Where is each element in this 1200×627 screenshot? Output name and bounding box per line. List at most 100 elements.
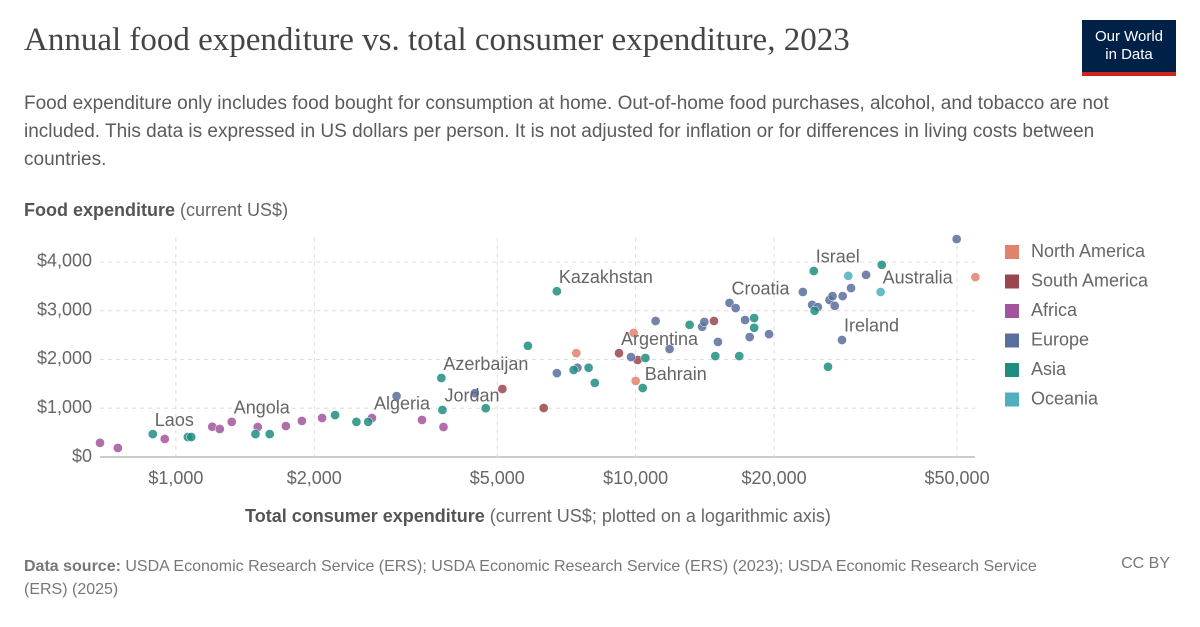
point	[749, 322, 759, 333]
point	[583, 362, 594, 373]
x-tick-label: $5,000	[470, 468, 525, 488]
point	[480, 403, 491, 414]
point	[552, 368, 562, 378]
point	[951, 234, 962, 244]
point	[417, 415, 427, 425]
point-label: Bahrain	[645, 364, 707, 384]
point	[589, 378, 600, 388]
point	[843, 271, 854, 281]
point-label: Australia	[883, 268, 954, 288]
point	[734, 351, 745, 361]
point	[827, 291, 838, 301]
point	[437, 405, 448, 415]
point	[538, 403, 549, 413]
logo-line: Our World	[1094, 28, 1164, 45]
point-label: Algeria	[374, 394, 431, 414]
point	[846, 283, 856, 293]
title: Annual food expenditure vs. total consum…	[24, 22, 850, 58]
point	[809, 305, 820, 316]
point-label: Kazakhstan	[559, 267, 653, 287]
point	[436, 373, 447, 383]
logo[interactable]: Our World in Data	[1082, 20, 1176, 76]
x-tick-label: $1,000	[148, 468, 203, 488]
point	[875, 287, 886, 297]
point	[829, 301, 840, 311]
point	[363, 417, 374, 427]
legend-label: Oceania	[1031, 388, 1099, 408]
y-tick-label: $2,000	[37, 348, 92, 368]
point	[749, 313, 759, 323]
point	[297, 416, 307, 426]
point	[113, 443, 123, 453]
point	[637, 383, 648, 393]
point	[798, 287, 808, 297]
legend-swatch	[1005, 333, 1019, 348]
grid	[100, 237, 975, 457]
point	[552, 286, 562, 297]
legend-label: Africa	[1031, 300, 1078, 320]
point	[823, 361, 833, 372]
point-label: Jordan	[444, 386, 499, 406]
point	[699, 317, 710, 327]
point	[497, 384, 508, 394]
point	[740, 315, 750, 325]
legend-swatch	[1005, 304, 1019, 318]
point-label: Laos	[155, 410, 194, 430]
legend-label: North America	[1031, 241, 1146, 261]
point	[684, 320, 695, 330]
legend-label: Asia	[1031, 359, 1067, 379]
license[interactable]: CC BY	[1121, 555, 1170, 572]
point-label: Argentina	[621, 329, 699, 349]
point	[970, 272, 981, 282]
y-tick-label: $4,000	[37, 251, 92, 271]
subtitle: Food expenditure only includes food boug…	[24, 93, 1109, 170]
y-axis-label: Food expenditure (current US$)	[24, 200, 288, 220]
logo-line: in Data	[1105, 46, 1153, 63]
point	[147, 429, 158, 439]
point-label: Israel	[816, 247, 860, 267]
point	[614, 348, 624, 359]
legend-label: Europe	[1031, 329, 1089, 349]
point	[159, 434, 170, 444]
point	[861, 270, 871, 280]
point-label: Croatia	[732, 279, 791, 299]
point	[250, 429, 261, 439]
point	[95, 438, 105, 448]
point	[837, 291, 848, 301]
point	[876, 260, 887, 270]
x-label-rest: (current US$; plotted on a logarithmic a…	[490, 506, 831, 526]
point	[523, 340, 533, 351]
point	[214, 424, 225, 434]
source-text: USDA Economic Research Service (ERS); US…	[24, 558, 1037, 598]
point	[317, 413, 327, 423]
point	[764, 329, 774, 339]
y-label-bold: Food expenditure	[24, 200, 175, 220]
point	[470, 388, 480, 398]
point	[626, 352, 636, 362]
source-label: Data source:	[24, 558, 121, 575]
point	[351, 417, 362, 427]
point	[640, 353, 651, 363]
y-label-rest: (current US$)	[180, 200, 288, 220]
x-tick-label: $50,000	[925, 468, 990, 488]
x-tick-label: $20,000	[742, 468, 807, 488]
point	[628, 328, 639, 338]
x-tick-label: $2,000	[287, 468, 342, 488]
point	[730, 303, 741, 313]
point	[330, 410, 340, 420]
point	[391, 391, 402, 401]
legend-swatch	[1005, 245, 1019, 259]
point	[710, 351, 721, 361]
point	[186, 432, 197, 442]
point	[568, 365, 579, 375]
legend-label: South America	[1031, 270, 1149, 290]
point	[808, 266, 819, 276]
x-label-bold: Total consumer expenditure	[245, 506, 485, 526]
point	[438, 422, 449, 432]
source: Data source: USDA Economic Research Serv…	[24, 555, 1044, 601]
point-label: Azerbaijan	[443, 354, 528, 374]
x-axis-label: Total consumer expenditure (current US$;…	[245, 506, 831, 526]
legend-swatch	[1005, 363, 1019, 377]
